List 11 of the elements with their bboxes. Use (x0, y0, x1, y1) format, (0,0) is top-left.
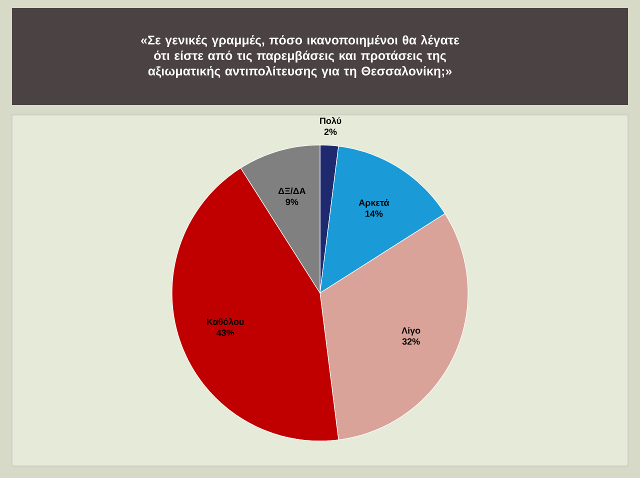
slice-label: Καθόλου (207, 318, 244, 325)
slice-label: Αρκετά (358, 199, 390, 208)
data-label: 32% (402, 338, 420, 345)
slice-label: Λίγο (402, 326, 420, 336)
data-label: 14% (365, 210, 383, 217)
slice-label: ΔΞ/ΔΑ (278, 188, 306, 194)
chart-title: «Σε γενικές γραμμές, πόσο ικανοποιημένοι θα λέγατε ότι είστε από τις παρεμβάσεις και προτάσεις της αξιωματικής αντιπολίτευσης για τη Θεσσαλονίκη;» (141, 35, 460, 78)
data-label: 43% (216, 330, 234, 336)
slice-label: Πολύ (320, 117, 342, 124)
data-label: 2% (324, 128, 337, 135)
data-label: 9% (286, 198, 298, 206)
